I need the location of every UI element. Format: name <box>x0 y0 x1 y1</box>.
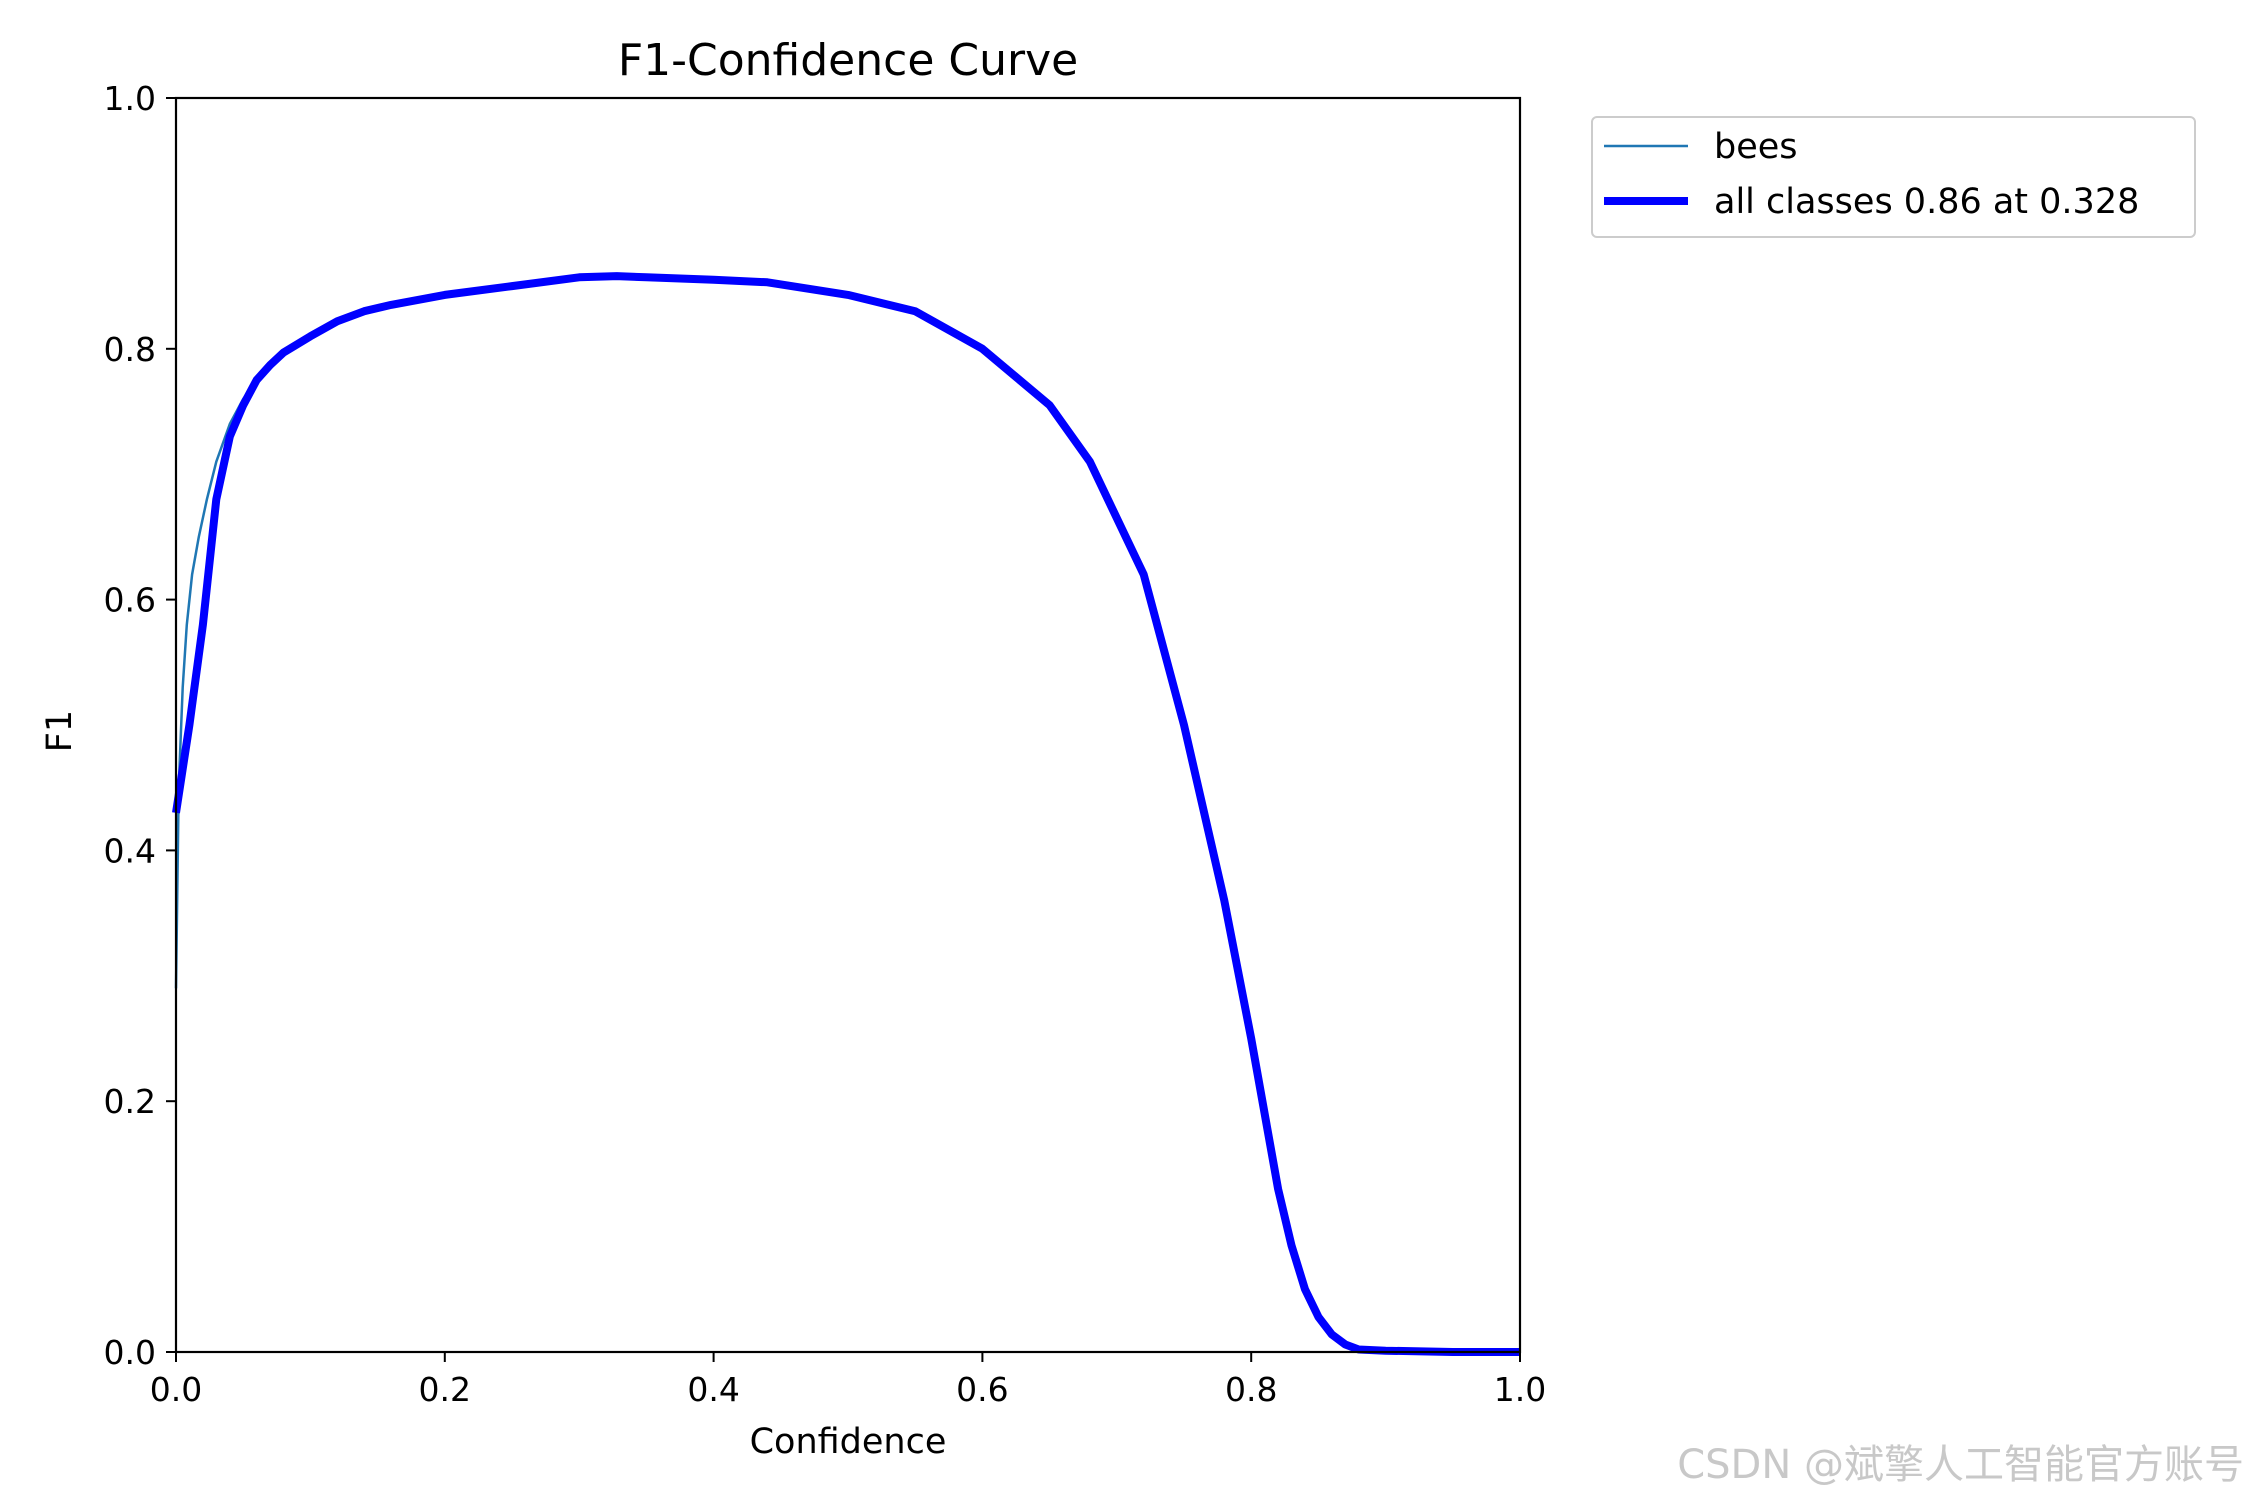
axes-frame <box>174 96 1522 1354</box>
x-tick-label: 0.4 <box>687 1370 739 1409</box>
legend-label-1: all classes 0.86 at 0.328 <box>1714 182 2139 222</box>
legend-box <box>1591 116 2196 238</box>
x-tick-label: 0.2 <box>419 1370 471 1409</box>
y-tick-label: 0.8 <box>104 330 156 369</box>
y-tick-label: 1.0 <box>104 79 156 118</box>
x-tick-label: 0.8 <box>1225 1370 1277 1409</box>
x-tick-label: 1.0 <box>1494 1370 1546 1409</box>
y-tick-label: 0.4 <box>104 831 156 870</box>
x-tick-label: 0.6 <box>956 1370 1008 1409</box>
y-tick-label: 0.2 <box>104 1082 156 1121</box>
series-line-1 <box>172 272 1520 1356</box>
y-axis-label: F1 <box>40 710 80 752</box>
plot-area <box>172 272 1520 1356</box>
y-tick-label: 0.6 <box>104 581 156 620</box>
watermark: CSDN @斌擎人工智能官方账号 <box>1677 1442 2244 1488</box>
chart-title: F1-Confidence Curve <box>618 35 1078 86</box>
x-tick-label: 0.0 <box>150 1370 202 1409</box>
axes: 0.0 0.2 0.4 0.6 0.8 1.0 0.0 0.2 0.4 0.6 0.8 1.0 <box>104 79 1547 1409</box>
legend: bees all classes 0.86 at 0.328 <box>1591 116 2196 238</box>
y-tick-label: 0.0 <box>104 1333 156 1372</box>
legend-label-0: bees <box>1714 127 1798 167</box>
x-axis-label: Confidence <box>750 1422 947 1462</box>
